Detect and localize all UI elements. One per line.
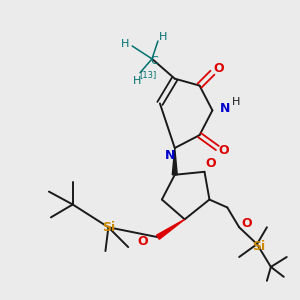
Polygon shape: [157, 219, 185, 239]
Text: [13]: [13]: [140, 70, 157, 79]
Text: H: H: [121, 39, 129, 49]
Text: N: N: [220, 102, 231, 115]
Text: C: C: [150, 56, 158, 66]
Text: O: O: [213, 62, 224, 75]
Text: H: H: [232, 98, 241, 107]
Text: H: H: [159, 32, 167, 42]
Text: Si: Si: [102, 221, 115, 234]
Text: Si: Si: [252, 240, 266, 253]
Text: O: O: [242, 217, 252, 230]
Text: O: O: [218, 143, 229, 157]
Text: H: H: [133, 76, 141, 85]
Text: O: O: [205, 158, 216, 170]
Polygon shape: [172, 148, 177, 175]
Text: N: N: [165, 149, 175, 162]
Text: O: O: [137, 235, 148, 248]
